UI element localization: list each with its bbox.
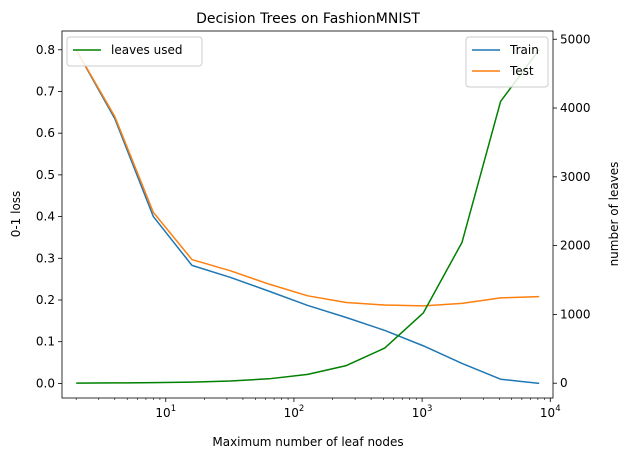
x-tick-label: 103 xyxy=(412,404,433,420)
y2-tick-label: 3000 xyxy=(560,170,591,184)
series-line-leaves-used xyxy=(76,49,540,384)
axes-layer: 101 102 103 104 0.0 0.1 0.2 0.3 0.4 0.5 0.6 0.7 0.8 0… xyxy=(36,30,591,420)
y2-tick-label: 1000 xyxy=(560,307,591,321)
y2-tick-label: 2000 xyxy=(560,239,591,253)
series-layer xyxy=(75,49,540,385)
x-axis-label: Maximum number of leaf nodes xyxy=(212,435,403,449)
x-tick-label: 104 xyxy=(540,404,561,420)
legend-box-upper-left xyxy=(66,36,203,67)
legend-layer: leaves used Train Test xyxy=(66,36,549,88)
y2-tick-label: 4000 xyxy=(560,101,591,115)
y-tick-label: 0.4 xyxy=(36,210,55,224)
plot-frame xyxy=(61,30,554,399)
y-tick-label: 0.7 xyxy=(36,84,55,98)
y-tick-label: 0.1 xyxy=(36,335,55,349)
y-tick-label: 0.8 xyxy=(36,43,55,57)
y-tick-label: 0.6 xyxy=(36,126,55,140)
x-tick-label: 101 xyxy=(155,404,176,420)
legend-label: Test xyxy=(509,64,534,78)
chart-title: Decision Trees on FashionMNIST xyxy=(196,11,420,27)
x-tick-label: 102 xyxy=(284,404,305,420)
y2-tick-label: 5000 xyxy=(560,32,591,46)
legend-label: leaves used xyxy=(111,43,182,57)
series-line-test xyxy=(75,49,540,307)
y-tick-label: 0.5 xyxy=(36,168,55,182)
y-tick-label: 0.0 xyxy=(36,376,55,390)
y-axis-label: 0-1 loss xyxy=(9,191,23,238)
y2-tick-label: 0 xyxy=(560,376,568,390)
right-y-axis-label: number of leaves xyxy=(607,162,621,267)
y-tick-label: 0.3 xyxy=(36,251,55,265)
legend-label: Train xyxy=(509,43,539,57)
y-tick-label: 0.2 xyxy=(36,293,55,307)
series-line-train xyxy=(75,49,540,385)
